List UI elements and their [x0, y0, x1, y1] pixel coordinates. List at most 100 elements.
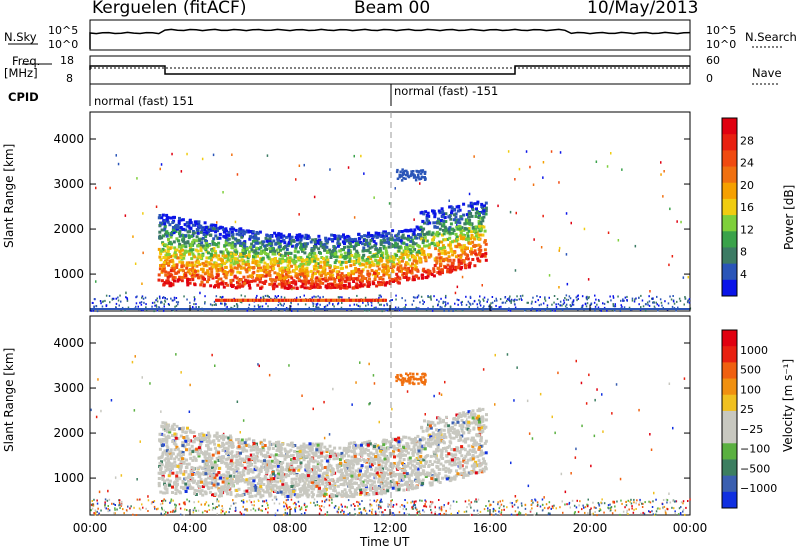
noise-cell — [363, 507, 366, 510]
echo-cell — [436, 241, 440, 245]
echo-cell — [451, 253, 455, 257]
noise-cell — [170, 297, 172, 300]
echo-cell — [461, 250, 465, 254]
noise-cell — [622, 510, 625, 513]
echo-cell — [478, 250, 482, 254]
noise-cell — [287, 498, 289, 501]
noise-cell — [164, 299, 166, 302]
noise-cell — [662, 306, 664, 309]
echo-cell — [439, 251, 443, 255]
echo-cell — [366, 259, 370, 263]
noise-cell — [594, 309, 596, 312]
echo-cell — [324, 273, 328, 277]
echo-cell — [214, 250, 217, 254]
echo-cell — [243, 281, 247, 285]
noise-cell — [166, 298, 168, 301]
echo-cell — [366, 249, 370, 253]
speckle-cell — [394, 187, 396, 190]
echo-cell — [260, 249, 263, 253]
echo-cell — [185, 458, 188, 462]
echo-cell — [395, 253, 398, 257]
echo-cell — [425, 239, 429, 243]
echo-cell — [224, 254, 228, 258]
noise-cell — [597, 502, 600, 504]
echo-cell — [373, 244, 377, 248]
echo-cell — [212, 246, 216, 250]
echo-cell — [242, 259, 246, 263]
noise-cell — [395, 503, 398, 506]
noise-cell — [317, 306, 319, 309]
speckle-cell — [494, 403, 496, 406]
echo-cell — [466, 458, 470, 462]
echo-cell — [407, 269, 411, 273]
echo-cell — [349, 441, 353, 445]
noise-cell — [570, 305, 573, 308]
echo-cell — [411, 275, 415, 279]
noise-cell — [179, 513, 182, 516]
echo-cell — [284, 235, 288, 239]
echo-cell — [259, 286, 263, 290]
noise-cell — [174, 506, 177, 509]
echo-cell — [281, 274, 285, 278]
echo-cell — [208, 262, 212, 266]
noise-cell — [548, 296, 550, 299]
echo-cell — [175, 266, 179, 269]
echo-cell — [299, 256, 303, 259]
speckle-cell — [355, 381, 357, 384]
echo-cell — [354, 285, 358, 289]
noise-cell — [640, 294, 642, 297]
echo-cell — [222, 272, 226, 275]
echo-cell — [352, 269, 356, 273]
noise-cell — [655, 301, 657, 304]
patch-cell — [423, 178, 427, 181]
echo-cell — [312, 285, 316, 289]
noise-cell — [295, 506, 297, 509]
echo-cell — [481, 233, 485, 237]
noise-cell — [320, 505, 323, 508]
echo-cell — [187, 236, 191, 240]
echo-cell — [240, 258, 244, 262]
noise-cell — [609, 507, 612, 510]
echo-cell — [178, 242, 182, 246]
echo-cell — [280, 284, 284, 288]
speckle-cell — [587, 278, 590, 281]
speckle-cell — [136, 177, 138, 180]
echo-cell — [273, 282, 277, 286]
noise-cell — [527, 301, 529, 304]
echo-cell — [173, 251, 177, 255]
noise-cell — [595, 507, 597, 509]
speckle-cell — [515, 211, 517, 215]
noise-cell — [164, 297, 166, 300]
patch-cell — [406, 172, 409, 175]
noise-cell — [184, 501, 186, 504]
echo-cell — [366, 284, 370, 288]
echo-cell — [314, 451, 318, 455]
noise-cell — [364, 309, 366, 312]
noise-cell — [548, 501, 551, 504]
echo-cell — [225, 233, 229, 237]
noise-cell — [334, 505, 337, 507]
noise-cell — [124, 309, 126, 312]
echo-cell — [210, 224, 214, 228]
echo-cell — [337, 275, 341, 279]
echo-cell — [352, 277, 356, 281]
echo-cell — [323, 248, 327, 252]
noise-cell — [262, 297, 265, 300]
noise-cell — [673, 302, 676, 305]
noise-cell — [449, 504, 452, 507]
echo-cell — [172, 240, 176, 244]
noise-cell — [507, 309, 510, 312]
echo-cell — [423, 255, 427, 259]
echo-cell — [178, 427, 182, 431]
noise-cell — [247, 306, 250, 309]
echo-cell — [430, 273, 434, 276]
echo-cell — [230, 285, 234, 288]
echo-cell — [377, 250, 381, 253]
noise-cell — [328, 302, 331, 305]
echo-cell — [382, 245, 386, 249]
echo-cell — [173, 215, 176, 219]
echo-cell — [473, 249, 477, 253]
noise-cell — [193, 296, 196, 299]
echo-cell — [167, 247, 171, 251]
noise-cell — [555, 507, 557, 510]
